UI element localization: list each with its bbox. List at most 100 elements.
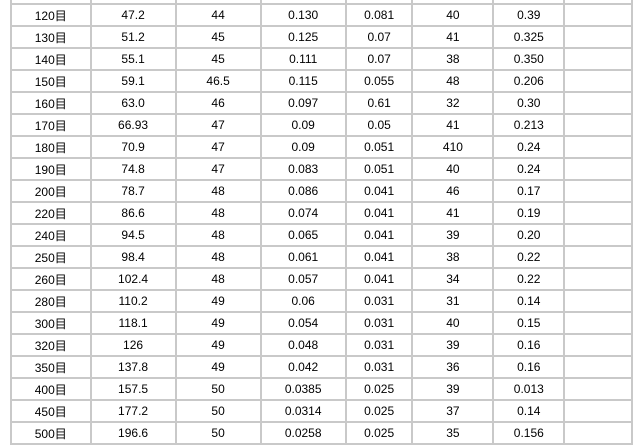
mesh-label-cell: 150目 [10,69,92,93]
value-cell: 59.1 [89,69,177,93]
value-cell: 0.0314 [259,399,347,423]
table-row: 350目 137.8 49 0.042 0.031 36 0.16 [10,355,633,379]
value-cell: 0.115 [259,69,347,93]
value-cell: 0.19 [492,201,566,225]
mesh-label-cell: 280目 [10,289,92,313]
value-cell: 36 [411,355,495,379]
mesh-label-cell: 350目 [10,355,92,379]
value-cell: 0.16 [492,333,566,357]
value-cell [563,91,633,115]
table-row: 180目 70.9 47 0.09 0.051 410 0.24 [10,135,633,159]
value-cell: 157.5 [89,377,177,401]
value-cell [563,135,633,159]
value-cell: 0.025 [344,399,414,423]
value-cell [259,0,347,5]
value-cell: 0.031 [344,333,414,357]
value-cell: 47.2 [89,3,177,27]
mesh-label-cell: 500目 [10,421,92,445]
value-cell: 32 [411,91,495,115]
value-cell: 0.083 [259,157,347,181]
value-cell: 0.125 [259,25,347,49]
value-cell [563,333,633,357]
table-row: 400目 157.5 50 0.0385 0.025 39 0.013 [10,377,633,401]
value-cell: 47 [174,113,262,137]
value-cell [411,0,495,5]
table-row: 200目 78.7 48 0.086 0.041 46 0.17 [10,179,633,203]
value-cell [563,113,633,137]
value-cell: 110.2 [89,289,177,313]
value-cell: 0.065 [259,223,347,247]
value-cell [563,179,633,203]
value-cell [563,289,633,313]
mesh-label-cell: 120目 [10,3,92,27]
value-cell: 0.07 [344,47,414,71]
value-cell: 0.07 [344,25,414,49]
value-cell: 137.8 [89,355,177,379]
table-row: 150目 59.1 46.5 0.115 0.055 48 0.206 [10,69,633,93]
value-cell: 45 [174,47,262,71]
mesh-label-cell: 220目 [10,201,92,225]
value-cell: 74.8 [89,157,177,181]
value-cell: 63.0 [89,91,177,115]
value-cell: 39 [411,223,495,247]
value-cell: 46.5 [174,69,262,93]
table-row: 240目 94.5 48 0.065 0.041 39 0.20 [10,223,633,247]
value-cell: 47 [174,135,262,159]
value-cell: 0.055 [344,69,414,93]
value-cell: 0.130 [259,3,347,27]
value-cell: 35 [411,421,495,445]
value-cell: 34 [411,267,495,291]
value-cell: 39 [411,333,495,357]
value-cell: 0.206 [492,69,566,93]
value-cell [344,0,414,5]
table-row: 250目 98.4 48 0.061 0.041 38 0.22 [10,245,633,269]
mesh-label-cell: 180目 [10,135,92,159]
value-cell: 0.24 [492,157,566,181]
mesh-label-cell: 140目 [10,47,92,71]
value-cell: 0.041 [344,267,414,291]
table-row: 320目 126 49 0.048 0.031 39 0.16 [10,333,633,357]
value-cell: 94.5 [89,223,177,247]
value-cell: 50 [174,399,262,423]
table-row: 260目 102.4 48 0.057 0.041 34 0.22 [10,267,633,291]
value-cell: 0.0385 [259,377,347,401]
value-cell: 102.4 [89,267,177,291]
value-cell [563,25,633,49]
value-cell: 0.031 [344,355,414,379]
value-cell [563,399,633,423]
mesh-label-cell: 130目 [10,25,92,49]
value-cell [563,421,633,445]
value-cell: 0.213 [492,113,566,137]
value-cell: 118.1 [89,311,177,335]
value-cell: 0.048 [259,333,347,357]
value-cell: 0.06 [259,289,347,313]
mesh-label-cell: 400目 [10,377,92,401]
value-cell: 50 [174,421,262,445]
value-cell: 126 [89,333,177,357]
value-cell: 41 [411,113,495,137]
table-row: 300目 118.1 49 0.054 0.031 40 0.15 [10,311,633,335]
value-cell: 0.057 [259,267,347,291]
value-cell: 98.4 [89,245,177,269]
value-cell: 47 [174,157,262,181]
value-cell: 48 [174,245,262,269]
value-cell: 0.031 [344,289,414,313]
value-cell [563,201,633,225]
value-cell: 0.025 [344,421,414,445]
value-cell: 0.0258 [259,421,347,445]
value-cell: 70.9 [89,135,177,159]
value-cell: 37 [411,399,495,423]
table-row: 170目 66.93 47 0.09 0.05 41 0.213 [10,113,633,137]
table-row: 450目 177.2 50 0.0314 0.025 37 0.14 [10,399,633,423]
value-cell: 86.6 [89,201,177,225]
value-cell: 0.20 [492,223,566,247]
value-cell: 51.2 [89,25,177,49]
cropped-top-row [10,0,633,5]
value-cell: 0.350 [492,47,566,71]
value-cell: 46 [411,179,495,203]
value-cell [563,311,633,335]
value-cell: 49 [174,311,262,335]
value-cell: 48 [174,267,262,291]
value-cell: 40 [411,311,495,335]
